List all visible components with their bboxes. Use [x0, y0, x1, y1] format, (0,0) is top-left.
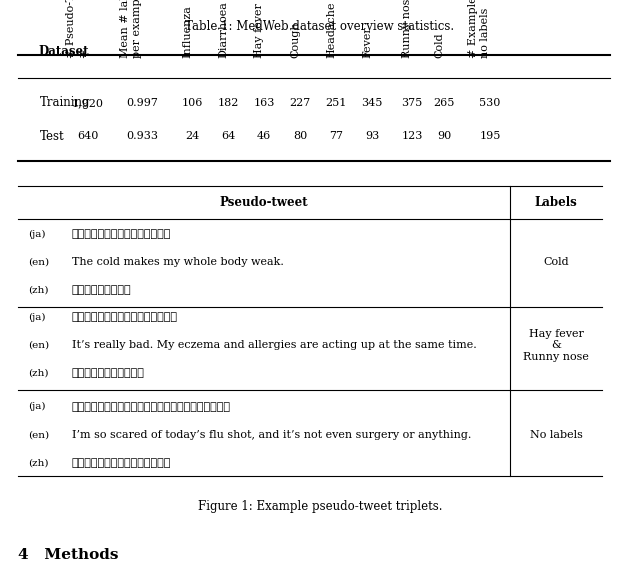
Text: (en): (en): [28, 258, 49, 267]
Text: It’s really bad. My eczema and allergies are acting up at the same time.: It’s really bad. My eczema and allergies…: [72, 340, 477, 350]
Text: 46: 46: [257, 131, 271, 141]
Text: 風邪を引くと全身がだるくなる。: 風邪を引くと全身がだるくなる。: [72, 229, 172, 239]
Text: (en): (en): [28, 341, 49, 350]
Text: 163: 163: [253, 98, 275, 108]
Text: 敏症加花粉症，受死了。: 敏症加花粉症，受死了。: [72, 368, 145, 378]
Text: The cold makes my whole body weak.: The cold makes my whole body weak.: [72, 257, 284, 267]
Text: Cold: Cold: [434, 33, 444, 58]
Text: (ja): (ja): [28, 313, 45, 322]
Text: 今天只打不做流感手，但是害怕。: 今天只打不做流感手，但是害怕。: [72, 458, 172, 468]
Text: Hay fever
&
Runny nose: Hay fever & Runny nose: [523, 329, 589, 362]
Text: Fever: Fever: [362, 26, 372, 58]
Text: 80: 80: [293, 131, 307, 141]
Text: アトピーと花粉症が重なってつらい: アトピーと花粉症が重なってつらい: [72, 312, 178, 322]
Text: 1,920: 1,920: [72, 98, 104, 108]
Text: (ja): (ja): [28, 402, 45, 411]
Text: 77: 77: [329, 131, 343, 141]
Text: Influenza: Influenza: [182, 5, 192, 58]
Text: Dataset: Dataset: [38, 45, 88, 58]
Text: 195: 195: [479, 131, 500, 141]
Text: 93: 93: [365, 131, 379, 141]
Text: Hay fever: Hay fever: [254, 3, 264, 58]
Text: No labels: No labels: [529, 430, 582, 440]
Text: # Pseudo-Tweets
#: # Pseudo-Tweets #: [67, 0, 88, 58]
Text: Diarrhoea: Diarrhoea: [218, 1, 228, 58]
Text: Labels: Labels: [534, 196, 577, 209]
Text: Headache: Headache: [326, 2, 336, 58]
Text: Cold: Cold: [543, 257, 569, 267]
Text: 90: 90: [437, 131, 451, 141]
Text: 106: 106: [181, 98, 203, 108]
Text: Mean # labels
per example: Mean # labels per example: [120, 0, 142, 58]
Text: 一感冒就身酸无力。: 一感冒就身酸无力。: [72, 285, 132, 296]
Text: (zh): (zh): [28, 369, 49, 378]
Text: Test: Test: [40, 130, 65, 142]
Text: 0.933: 0.933: [126, 131, 158, 141]
Text: 265: 265: [433, 98, 454, 108]
Text: 182: 182: [218, 98, 239, 108]
Text: 4   Methods: 4 Methods: [18, 548, 118, 562]
Text: Pseudo-tweet: Pseudo-tweet: [220, 196, 308, 209]
Text: (en): (en): [28, 431, 49, 439]
Text: 251: 251: [325, 98, 347, 108]
Text: 24: 24: [185, 131, 199, 141]
Text: I’m so scared of today’s flu shot, and it’s not even surgery or anything.: I’m so scared of today’s flu shot, and i…: [72, 430, 472, 440]
Text: (ja): (ja): [28, 229, 45, 239]
Text: Cough: Cough: [290, 21, 300, 58]
Text: 227: 227: [289, 98, 310, 108]
Text: Runny nose: Runny nose: [402, 0, 412, 58]
Text: 375: 375: [401, 98, 422, 108]
Text: (zh): (zh): [28, 458, 49, 468]
Text: 530: 530: [479, 98, 500, 108]
Text: (zh): (zh): [28, 286, 49, 295]
Text: 64: 64: [221, 131, 235, 141]
Text: 123: 123: [401, 131, 422, 141]
Text: Training: Training: [40, 96, 90, 109]
Text: Table 1: MedWeb dataset overview statistics.: Table 1: MedWeb dataset overview statist…: [186, 20, 454, 33]
Text: # Examples with
no labels: # Examples with no labels: [468, 0, 490, 58]
Text: 今日インフルの手術じゃないただの注射なのにビビる: 今日インフルの手術じゃないただの注射なのにビビる: [72, 401, 231, 412]
Text: 0.997: 0.997: [126, 98, 158, 108]
Text: Figure 1: Example pseudo-tweet triplets.: Figure 1: Example pseudo-tweet triplets.: [198, 500, 442, 512]
Text: 640: 640: [77, 131, 99, 141]
Text: 345: 345: [362, 98, 383, 108]
